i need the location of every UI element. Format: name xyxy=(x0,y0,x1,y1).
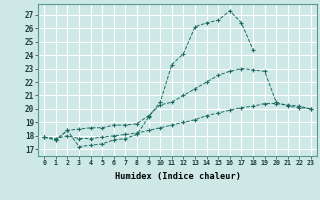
X-axis label: Humidex (Indice chaleur): Humidex (Indice chaleur) xyxy=(115,172,241,181)
